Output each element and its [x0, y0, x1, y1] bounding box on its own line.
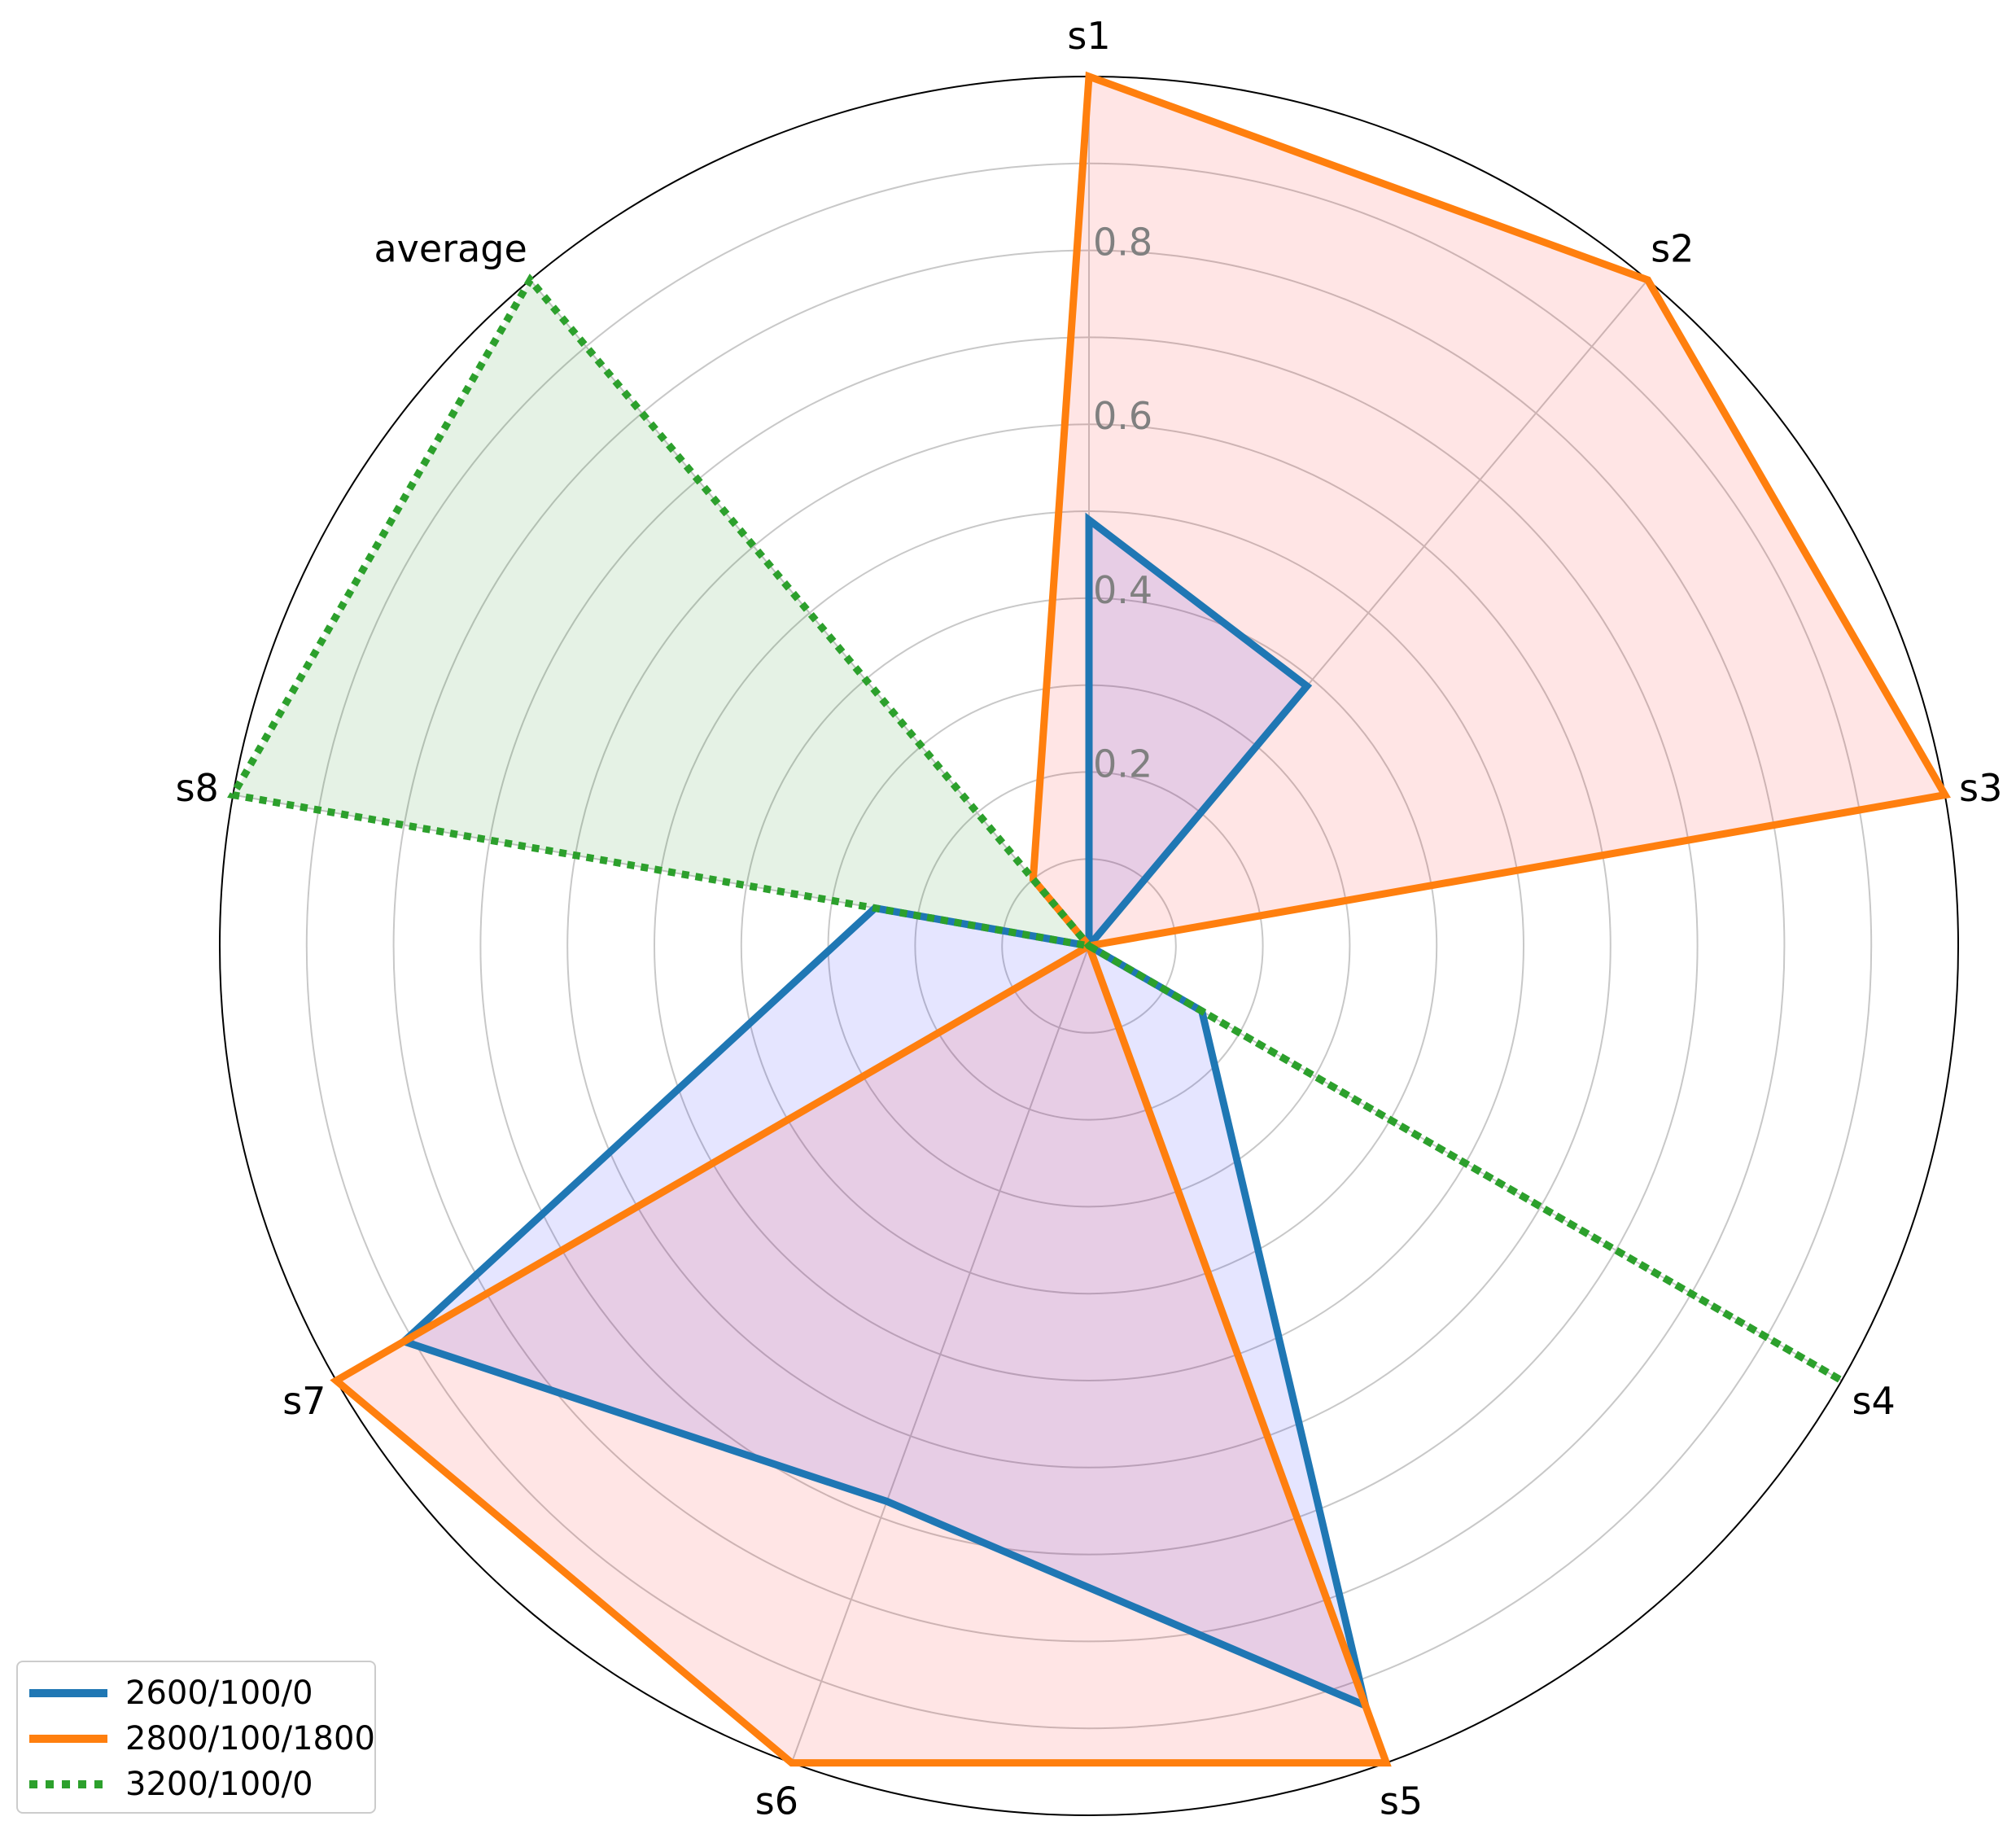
series-fill-3 [233, 279, 1842, 1381]
legend-label-series-1: 2600/100/0 [125, 1674, 313, 1712]
axis-label-s5: s5 [1380, 1779, 1423, 1823]
r-tick-label-1: 0.2 [1093, 742, 1152, 786]
legend-item-series-3: 3200/100/0 [29, 1762, 313, 1807]
legend-label-series-3: 3200/100/0 [125, 1766, 313, 1803]
legend: 2600/100/0 2800/100/1800 3200/100/0 [16, 1661, 376, 1814]
series-fills [233, 77, 1945, 1763]
series-line-3 [227, 274, 1844, 1384]
r-tick-label-4: 0.8 [1093, 221, 1152, 265]
axis-label-s8: s8 [176, 766, 219, 810]
r-tick-label-3: 0.6 [1093, 394, 1152, 438]
axis-label-s1: s1 [1067, 14, 1110, 58]
labels: 0.2 0.4 0.6 0.8 s1 s2 s3 s4 s5 s6 s7 s8 average [176, 14, 2003, 1823]
grid-spoke-average [529, 279, 1090, 947]
axis-label-average: average [374, 227, 527, 271]
r-tick-label-2: 0.4 [1093, 568, 1152, 612]
series-lines [227, 71, 1951, 1767]
series-fill-2 [336, 77, 1945, 1763]
series-fill-1 [404, 519, 1366, 1706]
grid-spoke-s6 [790, 945, 1090, 1763]
legend-swatch-series-1 [29, 1689, 107, 1697]
legend-item-series-1: 2600/100/0 [29, 1670, 313, 1716]
axis-label-s6: s6 [755, 1779, 798, 1823]
axis-label-s2: s2 [1651, 227, 1694, 271]
legend-swatch-series-2 [29, 1735, 107, 1743]
legend-label-series-2: 2800/100/1800 [125, 1720, 375, 1757]
legend-swatch-series-3 [29, 1780, 107, 1788]
axis-label-s3: s3 [1959, 766, 2002, 810]
legend-item-series-2: 2800/100/1800 [29, 1716, 375, 1762]
axis-label-s4: s4 [1852, 1379, 1896, 1423]
axis-label-s7: s7 [282, 1379, 326, 1423]
